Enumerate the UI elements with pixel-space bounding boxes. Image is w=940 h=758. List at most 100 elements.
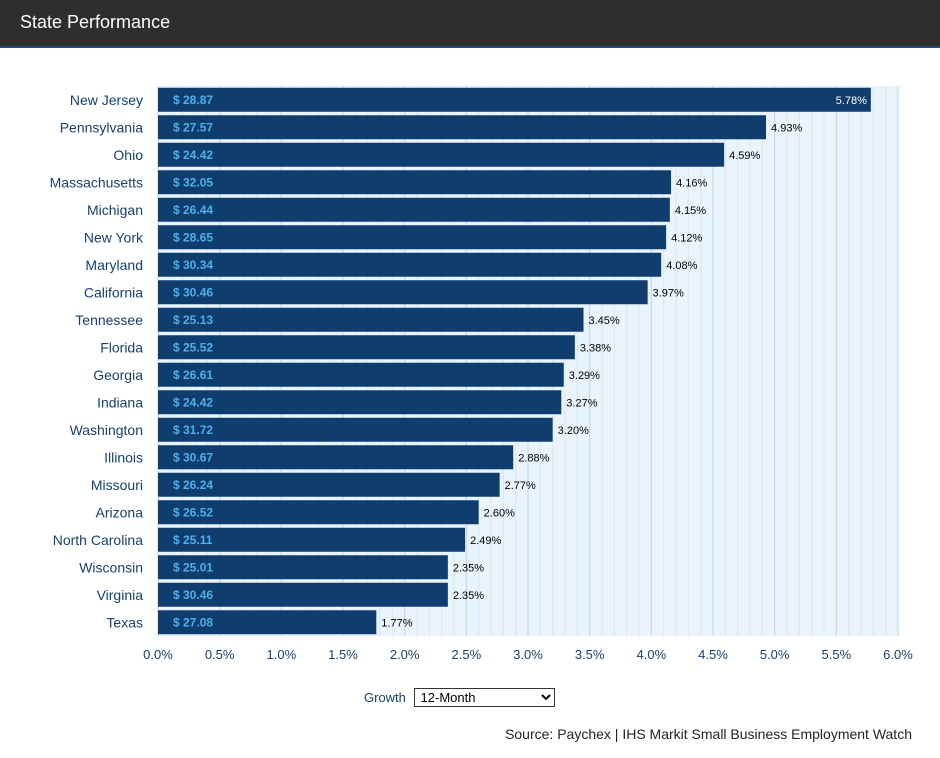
state-label: Illinois <box>104 449 143 465</box>
bar-washington[interactable] <box>158 417 553 442</box>
wage-label: $ 26.24 <box>173 478 213 492</box>
x-tick-label: 3.5% <box>575 647 605 662</box>
state-label: Tennessee <box>75 312 143 328</box>
value-label: 3.38% <box>580 342 611 354</box>
bar-pennsylvania[interactable] <box>158 115 767 140</box>
value-label: 4.16% <box>676 177 707 189</box>
bar-california[interactable] <box>158 280 648 305</box>
wage-label: $ 31.72 <box>173 423 213 437</box>
state-label: Georgia <box>93 367 143 383</box>
value-label: 3.29% <box>569 370 600 382</box>
bar-new-york[interactable] <box>158 225 667 250</box>
bar-wisconsin[interactable] <box>158 555 448 580</box>
state-label: Missouri <box>91 477 143 493</box>
state-label: Washington <box>70 422 143 438</box>
state-label: Arizona <box>96 504 144 520</box>
bar-texas[interactable] <box>158 610 377 635</box>
wage-label: $ 27.08 <box>173 615 213 629</box>
bar-michigan[interactable] <box>158 197 670 222</box>
bar-massachusetts[interactable] <box>158 170 672 195</box>
x-tick-label: 2.0% <box>390 647 420 662</box>
bar-maryland[interactable] <box>158 252 662 277</box>
bar-arizona[interactable] <box>158 500 479 525</box>
x-tick-label: 4.5% <box>698 647 728 662</box>
state-label: North Carolina <box>53 532 143 548</box>
wage-label: $ 30.34 <box>173 258 213 272</box>
x-tick-label: 1.0% <box>267 647 297 662</box>
bar-north-carolina[interactable] <box>158 527 466 552</box>
wage-label: $ 24.42 <box>173 395 213 409</box>
bar-tennessee[interactable] <box>158 307 584 332</box>
value-label: 4.12% <box>671 232 702 244</box>
x-tick-label: 0.0% <box>143 647 173 662</box>
wage-label: $ 28.87 <box>173 93 213 107</box>
wage-label: $ 30.46 <box>173 588 213 602</box>
state-label: Michigan <box>87 202 143 218</box>
value-label: 2.88% <box>518 452 549 464</box>
x-tick-label: 5.0% <box>760 647 790 662</box>
growth-control: Growth 12-Month <box>364 688 555 707</box>
state-label: Maryland <box>85 257 143 273</box>
wage-label: $ 30.67 <box>173 450 213 464</box>
state-label: Wisconsin <box>79 559 143 575</box>
bar-illinois[interactable] <box>158 445 514 470</box>
state-label: Virginia <box>97 587 144 603</box>
wage-label: $ 26.44 <box>173 203 213 217</box>
page-title: State Performance <box>20 12 171 32</box>
state-label: Texas <box>106 614 143 630</box>
state-label: Ohio <box>113 147 143 163</box>
x-tick-label: 0.5% <box>205 647 235 662</box>
bar-florida[interactable] <box>158 335 575 360</box>
wage-label: $ 25.13 <box>173 313 213 327</box>
value-label: 2.49% <box>470 535 501 547</box>
bar-new-jersey[interactable] <box>158 87 871 112</box>
value-label: 4.08% <box>666 260 697 272</box>
value-label: 3.45% <box>589 315 620 327</box>
value-label: 2.35% <box>453 590 484 602</box>
wage-label: $ 25.52 <box>173 340 213 354</box>
x-tick-label: 5.5% <box>822 647 852 662</box>
bar-virginia[interactable] <box>158 582 448 607</box>
bar-georgia[interactable] <box>158 362 564 387</box>
wage-label: $ 25.11 <box>173 533 213 547</box>
wage-label: $ 24.42 <box>173 148 213 162</box>
bar-indiana[interactable] <box>158 390 562 415</box>
value-label: 4.93% <box>771 122 802 134</box>
source-note: Source: Paychex | IHS Markit Small Busin… <box>505 726 912 742</box>
wage-label: $ 27.57 <box>173 120 213 134</box>
wage-label: $ 26.52 <box>173 505 213 519</box>
state-label: Massachusetts <box>50 174 143 190</box>
value-label: 3.27% <box>566 397 597 409</box>
state-label: Florida <box>100 339 143 355</box>
value-label: 4.15% <box>675 205 706 217</box>
state-growth-bar-chart: New Jersey $ 28.87 5.78% Pennsylvania $ 27.5… <box>50 86 913 662</box>
wage-label: $ 28.65 <box>173 230 213 244</box>
bar-ohio[interactable] <box>158 142 725 167</box>
value-label: 4.59% <box>729 150 760 162</box>
value-label: 5.78% <box>836 95 867 107</box>
x-tick-label: 1.5% <box>328 647 358 662</box>
bar-missouri[interactable] <box>158 472 500 497</box>
state-label: Pennsylvania <box>60 119 143 135</box>
value-label: 2.60% <box>484 507 515 519</box>
value-label: 1.77% <box>381 617 412 629</box>
state-label: California <box>84 284 143 300</box>
wage-label: $ 25.01 <box>173 560 213 574</box>
header-bar: State Performance <box>0 0 940 48</box>
state-label: New Jersey <box>70 92 143 108</box>
x-tick-label: 3.0% <box>513 647 543 662</box>
x-tick-label: 2.5% <box>452 647 482 662</box>
value-label: 3.97% <box>653 287 684 299</box>
wage-label: $ 30.46 <box>173 285 213 299</box>
wage-label: $ 32.05 <box>173 175 213 189</box>
value-label: 2.35% <box>453 562 484 574</box>
value-label: 3.20% <box>558 425 589 437</box>
x-tick-label: 4.0% <box>637 647 667 662</box>
wage-label: $ 26.61 <box>173 368 213 382</box>
state-label: New York <box>84 229 144 245</box>
value-label: 2.77% <box>505 480 536 492</box>
growth-period-select[interactable]: 12-Month <box>413 688 555 707</box>
growth-label: Growth <box>364 690 406 705</box>
state-label: Indiana <box>97 394 143 410</box>
x-tick-label: 6.0% <box>883 647 913 662</box>
